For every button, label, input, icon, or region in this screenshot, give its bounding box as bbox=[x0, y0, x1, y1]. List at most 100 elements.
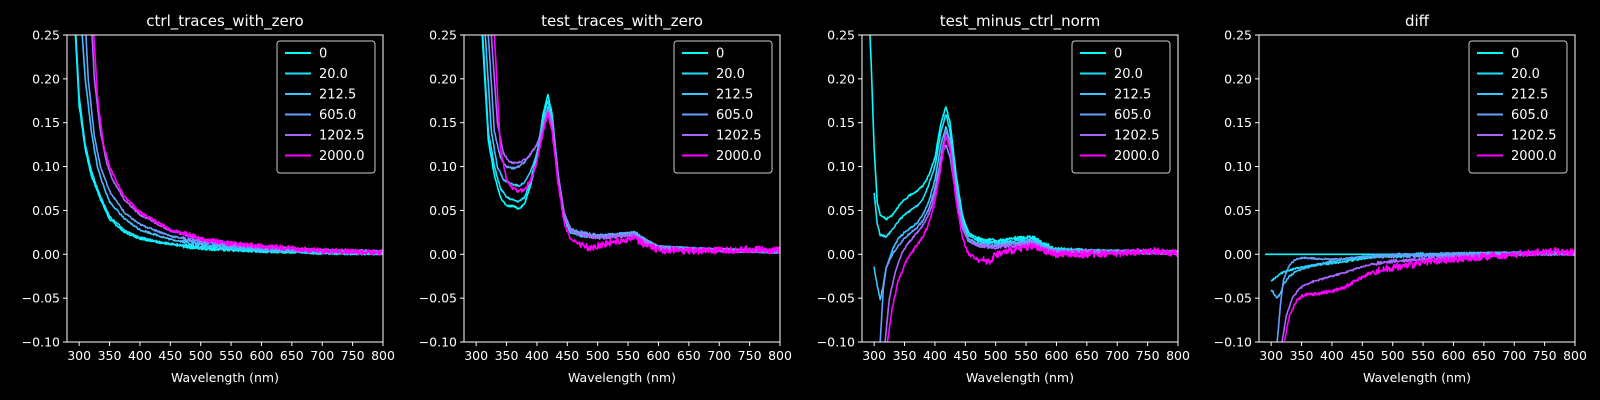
chart-title: test_traces_with_zero bbox=[541, 12, 703, 31]
x-tick-label: 400 bbox=[923, 348, 947, 363]
y-tick-label: −0.05 bbox=[1214, 291, 1252, 306]
legend: 0 20.0 212.5 605.0 1202.5 2000.0 bbox=[1468, 40, 1568, 174]
plot-frame bbox=[1258, 34, 1576, 343]
chart-panel-2: test_minus_ctrl_norm Wavelength (nm) 300 35… bbox=[817, 12, 1190, 385]
y-tick-label: 0.00 bbox=[429, 247, 457, 262]
y-tick-label: 0.15 bbox=[32, 115, 60, 130]
x-tick-label: 800 bbox=[768, 348, 792, 363]
legend-label: 605.0 bbox=[319, 108, 356, 123]
y-tick-label: 0.15 bbox=[827, 115, 855, 130]
plot-frame bbox=[861, 34, 1179, 343]
x-tick-label: 550 bbox=[616, 348, 640, 363]
y-tick-label: 0.00 bbox=[827, 247, 855, 262]
x-tick-label: 600 bbox=[1442, 348, 1466, 363]
legend-label: 212.5 bbox=[1114, 88, 1151, 103]
legend-label: 2000.0 bbox=[1511, 149, 1557, 164]
y-tick-label: 0.25 bbox=[827, 28, 855, 43]
y-tick-label: 0.15 bbox=[1224, 115, 1252, 130]
x-tick-label: 300 bbox=[67, 348, 91, 363]
chart-title: ctrl_traces_with_zero bbox=[146, 12, 303, 31]
legend-label: 0 bbox=[1114, 47, 1122, 62]
x-tick-label: 400 bbox=[128, 348, 152, 363]
y-tick-label: 0.10 bbox=[1224, 159, 1252, 174]
y-tick-label: −0.10 bbox=[419, 335, 457, 350]
series-line-2000-0 bbox=[493, 35, 780, 256]
x-tick-label: 550 bbox=[1014, 348, 1038, 363]
x-tick-label: 750 bbox=[738, 348, 762, 363]
x-tick-label: 400 bbox=[525, 348, 549, 363]
series-line-2000-0 bbox=[886, 136, 1178, 342]
legend-label: 605.0 bbox=[1114, 108, 1151, 123]
y-tick-label: 0.05 bbox=[827, 203, 855, 218]
y-tick-label: 0.15 bbox=[429, 115, 457, 130]
x-tick-label: 500 bbox=[1381, 348, 1405, 363]
x-tick-label: 350 bbox=[893, 348, 917, 363]
y-tick-label: 0.20 bbox=[429, 71, 457, 86]
x-axis-label: Wavelength (nm) bbox=[966, 370, 1074, 385]
legend-label: 0 bbox=[716, 47, 724, 62]
y-tick-label: 0.05 bbox=[429, 203, 457, 218]
x-tick-label: 750 bbox=[1136, 348, 1160, 363]
y-tick-label: −0.10 bbox=[22, 335, 60, 350]
x-tick-label: 600 bbox=[250, 348, 274, 363]
x-tick-label: 750 bbox=[1533, 348, 1557, 363]
y-tick-label: 0.10 bbox=[429, 159, 457, 174]
legend-label: 212.5 bbox=[1511, 88, 1548, 103]
x-tick-label: 350 bbox=[98, 348, 122, 363]
x-tick-label: 450 bbox=[1350, 348, 1374, 363]
x-tick-label: 450 bbox=[953, 348, 977, 363]
y-tick-label: −0.10 bbox=[817, 335, 855, 350]
chart-panel-3: diff Wavelength (nm) 300 350 400 450 500 550 600… bbox=[1214, 12, 1587, 385]
x-tick-label: 800 bbox=[371, 348, 395, 363]
series-line-2000-0 bbox=[93, 35, 383, 256]
x-axis-label: Wavelength (nm) bbox=[1363, 370, 1471, 385]
x-tick-label: 800 bbox=[1563, 348, 1587, 363]
x-axis-label: Wavelength (nm) bbox=[171, 370, 279, 385]
x-tick-label: 350 bbox=[495, 348, 519, 363]
y-tick-label: 0.10 bbox=[32, 159, 60, 174]
x-tick-label: 550 bbox=[219, 348, 243, 363]
x-tick-label: 350 bbox=[1290, 348, 1314, 363]
legend-label: 0 bbox=[319, 47, 327, 62]
x-tick-label: 650 bbox=[1075, 348, 1099, 363]
series-group bbox=[869, 35, 1178, 342]
x-tick-label: 300 bbox=[862, 348, 886, 363]
legend-label: 2000.0 bbox=[1114, 149, 1160, 164]
legend-label: 605.0 bbox=[716, 108, 753, 123]
legend-label: 20.0 bbox=[716, 67, 745, 82]
x-tick-label: 300 bbox=[464, 348, 488, 363]
y-tick-label: 0.05 bbox=[32, 203, 60, 218]
legend-label: 1202.5 bbox=[1511, 129, 1557, 144]
y-tick-label: 0.20 bbox=[1224, 71, 1252, 86]
legend-label: 212.5 bbox=[716, 88, 753, 103]
legend: 0 20.0 212.5 605.0 1202.5 2000.0 bbox=[673, 40, 773, 174]
x-tick-label: 650 bbox=[1472, 348, 1496, 363]
y-tick-label: 0.05 bbox=[1224, 203, 1252, 218]
series-group bbox=[1264, 246, 1575, 342]
x-tick-label: 500 bbox=[586, 348, 610, 363]
y-tick-label: 0.25 bbox=[429, 28, 457, 43]
y-tick-label: 0.10 bbox=[827, 159, 855, 174]
x-tick-label: 450 bbox=[555, 348, 579, 363]
y-tick-label: 0.00 bbox=[32, 247, 60, 262]
x-tick-label: 650 bbox=[677, 348, 701, 363]
legend-label: 1202.5 bbox=[716, 129, 762, 144]
y-tick-label: 0.20 bbox=[827, 71, 855, 86]
legend-label: 1202.5 bbox=[1114, 129, 1160, 144]
legend: 0 20.0 212.5 605.0 1202.5 2000.0 bbox=[276, 40, 376, 174]
x-axis-label: Wavelength (nm) bbox=[568, 370, 676, 385]
series-line-1202-5 bbox=[1281, 250, 1575, 342]
x-tick-label: 700 bbox=[1105, 348, 1129, 363]
x-tick-label: 700 bbox=[310, 348, 334, 363]
legend-label: 212.5 bbox=[319, 88, 356, 103]
chart-title: diff bbox=[1405, 12, 1430, 30]
x-tick-label: 750 bbox=[341, 348, 365, 363]
x-tick-label: 600 bbox=[1045, 348, 1069, 363]
y-tick-label: 0.25 bbox=[32, 28, 60, 43]
legend-label: 2000.0 bbox=[716, 149, 762, 164]
x-tick-label: 300 bbox=[1259, 348, 1283, 363]
y-tick-label: 0.00 bbox=[1224, 247, 1252, 262]
x-tick-label: 800 bbox=[1166, 348, 1190, 363]
chart-title: test_minus_ctrl_norm bbox=[940, 12, 1101, 31]
x-tick-label: 500 bbox=[984, 348, 1008, 363]
